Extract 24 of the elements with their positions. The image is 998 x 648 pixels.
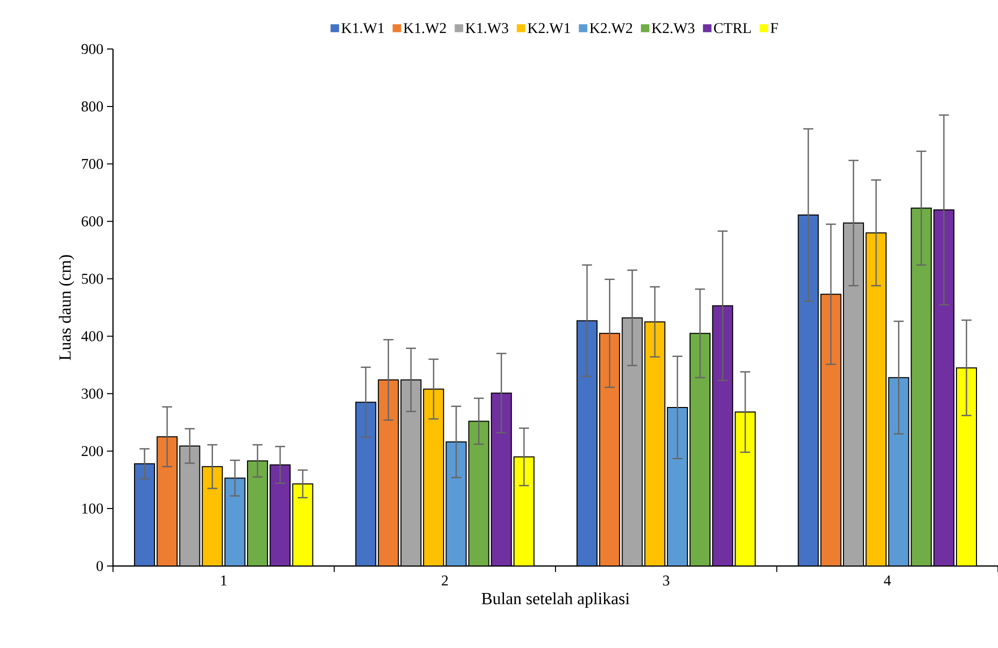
y-tick-label: 800 bbox=[82, 101, 103, 112]
legend-label: K2.W1 bbox=[528, 23, 570, 34]
y-tick-label: 600 bbox=[82, 216, 103, 226]
x-tick-label: 1 bbox=[221, 576, 226, 586]
y-tick-label: 700 bbox=[82, 158, 103, 169]
legend-label: K2.W3 bbox=[652, 23, 694, 34]
x-tick-label: 3 bbox=[663, 576, 670, 586]
legend-label: K1.W3 bbox=[466, 23, 508, 34]
x-axis-title: Bulan setelah aplikasi bbox=[482, 592, 630, 608]
y-tick-label: 900 bbox=[82, 44, 103, 54]
legend-label: K1.W2 bbox=[404, 23, 446, 34]
y-tick-label: 300 bbox=[82, 388, 103, 399]
legend-label: CTRL bbox=[714, 23, 751, 34]
legend-label: K2.W2 bbox=[590, 23, 632, 34]
y-tick-label: 0 bbox=[96, 560, 103, 572]
y-tick-label: 500 bbox=[82, 274, 103, 284]
y-tick-label: 200 bbox=[82, 446, 103, 456]
x-tick-label: 2 bbox=[442, 576, 448, 586]
x-tick-label: 4 bbox=[884, 576, 891, 586]
y-tick-label: 100 bbox=[82, 504, 103, 514]
y-tick-label: 400 bbox=[81, 331, 103, 342]
y-axis-title: Luas daun (cm) bbox=[58, 255, 74, 360]
legend-label: K1.W1 bbox=[341, 23, 384, 34]
legend-label: F bbox=[770, 23, 778, 33]
